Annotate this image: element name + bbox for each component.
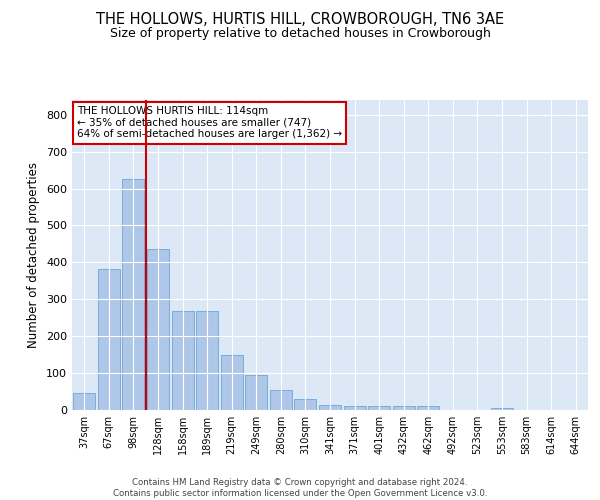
Text: Contains HM Land Registry data © Crown copyright and database right 2024.
Contai: Contains HM Land Registry data © Crown c… (113, 478, 487, 498)
Y-axis label: Number of detached properties: Number of detached properties (28, 162, 40, 348)
Bar (98, 268, 120, 410)
Bar (491, 408, 513, 410)
Bar (73, 392, 95, 410)
Text: THE HOLLOWS HURTIS HILL: 114sqm
← 35% of detached houses are smaller (747)
64% o: THE HOLLOWS HURTIS HILL: 114sqm ← 35% of… (77, 106, 342, 140)
Text: Size of property relative to detached houses in Crowborough: Size of property relative to detached ho… (110, 28, 490, 40)
Bar (392, 406, 415, 410)
Bar (270, 390, 292, 410)
Bar (295, 399, 316, 410)
Bar (368, 406, 390, 410)
Text: THE HOLLOWS, HURTIS HILL, CROWBOROUGH, TN6 3AE: THE HOLLOWS, HURTIS HILL, CROWBOROUGH, T… (96, 12, 504, 28)
Bar (344, 406, 365, 410)
Bar (319, 405, 341, 410)
Bar (172, 312, 194, 410)
Bar (221, 354, 243, 410)
Bar (147, 248, 169, 410)
Bar (245, 375, 268, 410)
Bar (196, 312, 218, 410)
Bar (122, 178, 145, 410)
Bar (417, 406, 439, 410)
